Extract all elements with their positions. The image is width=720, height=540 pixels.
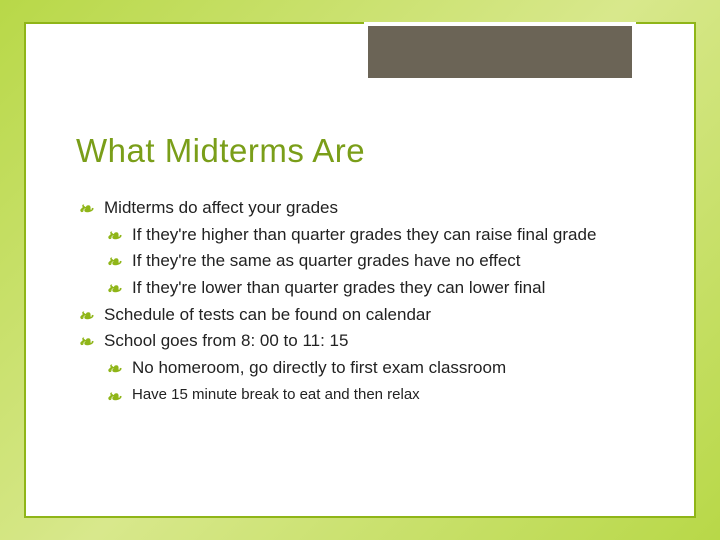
bullet-flourish-icon: ❧ (78, 329, 91, 355)
bullet-flourish-icon: ❧ (78, 196, 91, 222)
list-item: ❧ No homeroom, go directly to first exam … (76, 356, 654, 381)
list-item-text: If they're lower than quarter grades the… (132, 278, 545, 297)
slide-card: What Midterms Are ❧ Midterms do affect yo… (24, 22, 696, 518)
list-item: ❧Have 15 minute break to eat and then re… (76, 384, 654, 406)
bullet-flourish-icon: ❧ (106, 356, 119, 382)
list-item: ❧ School goes from 8: 00 to 11: 15 (76, 329, 654, 354)
list-item-text: Midterms do affect your grades (104, 198, 338, 217)
slide-content: What Midterms Are ❧ Midterms do affect yo… (76, 132, 654, 408)
header-accent-block (364, 22, 636, 82)
list-item: ❧ If they're lower than quarter grades th… (76, 276, 654, 301)
list-item: ❧ Midterms do affect your grades (76, 196, 654, 221)
bullet-flourish-icon: ❧ (106, 384, 119, 410)
list-item: ❧ Schedule of tests can be found on calen… (76, 303, 654, 328)
list-item: ❧ If they're higher than quarter grades t… (76, 223, 654, 248)
list-item-text: School goes from 8: 00 to 11: 15 (104, 331, 348, 350)
bullet-flourish-icon: ❧ (78, 303, 91, 329)
list-item-text: No homeroom, go directly to first exam c… (132, 358, 506, 377)
list-item-text: If they're the same as quarter grades ha… (132, 251, 521, 270)
bullet-flourish-icon: ❧ (106, 223, 119, 249)
list-item: ❧ If they're the same as quarter grades h… (76, 249, 654, 274)
list-item-text: Have 15 minute break to eat and then rel… (132, 386, 420, 403)
bullet-list: ❧ Midterms do affect your grades ❧ If they'… (76, 196, 654, 406)
slide-title: What Midterms Are (76, 132, 654, 170)
list-item-text: If they're higher than quarter grades th… (132, 225, 596, 244)
bullet-flourish-icon: ❧ (106, 276, 119, 302)
list-item-text: Schedule of tests can be found on calend… (104, 305, 431, 324)
bullet-flourish-icon: ❧ (106, 249, 119, 275)
